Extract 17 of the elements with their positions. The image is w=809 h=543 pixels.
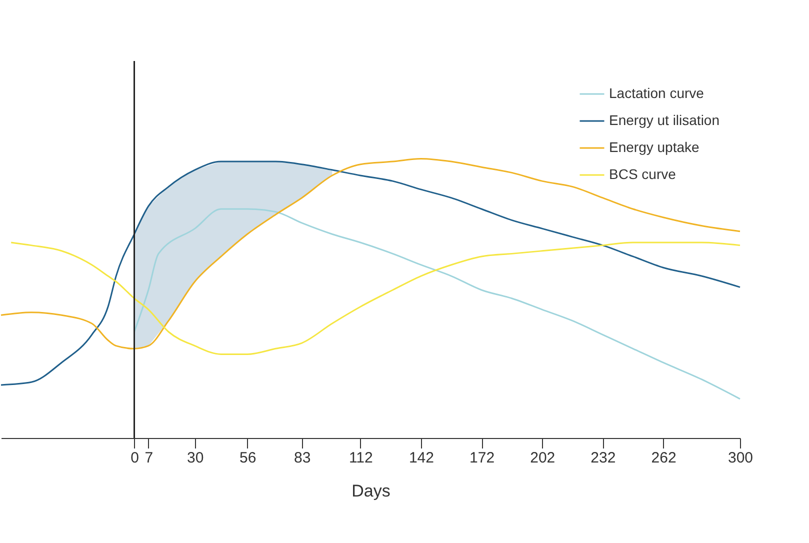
legend-label: BCS curve [609, 166, 676, 182]
x-tick-label: 262 [651, 450, 676, 466]
legend-label: Energy uptake [609, 139, 700, 155]
legend-label: Lactation curve [609, 85, 704, 101]
x-tick-label: 7 [144, 450, 154, 466]
x-tick-label: 112 [348, 450, 373, 466]
x-axis-title: Days [352, 482, 390, 500]
x-tick-label: 0 [130, 450, 139, 466]
x-tick-label: 56 [239, 450, 256, 466]
x-tick-label: 83 [294, 450, 311, 466]
x-tick-label: 300 [728, 450, 754, 466]
x-tick-label: 202 [530, 450, 556, 466]
x-tick-label: 232 [590, 450, 616, 466]
x-tick-label: 142 [408, 450, 434, 466]
legend-label: Energy ut ilisation [609, 112, 720, 128]
x-tick-label: 172 [470, 450, 495, 466]
x-tick-label: 30 [186, 450, 204, 466]
